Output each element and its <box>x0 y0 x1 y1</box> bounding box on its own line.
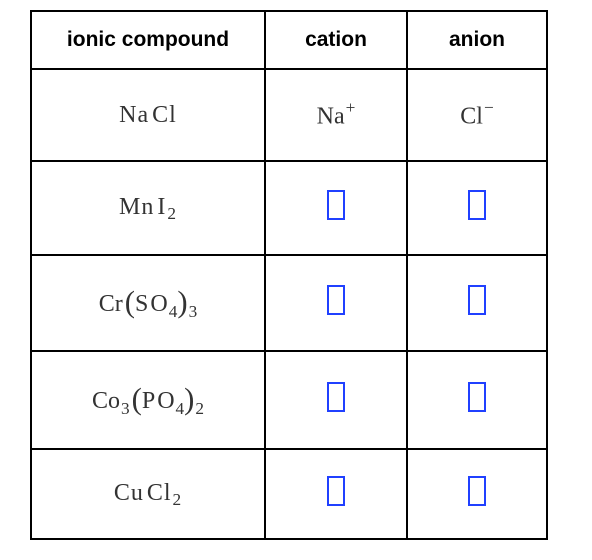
formula-cucl2: Cu Cl2 <box>114 481 182 509</box>
ionic-compound-table: ionic compound cation anion Na Cl Na+ Cl… <box>30 10 548 540</box>
answer-input[interactable] <box>327 285 345 315</box>
formula-co3po42: Co3 (P O4)2 <box>92 383 204 417</box>
table-row: Cu Cl2 <box>31 449 547 539</box>
cell-compound: Mn I2 <box>31 161 265 255</box>
header-cation: cation <box>265 11 407 69</box>
cell-anion <box>407 351 547 449</box>
answer-input[interactable] <box>327 476 345 506</box>
cell-compound: Co3 (P O4)2 <box>31 351 265 449</box>
cell-compound: Cr (S O4)3 <box>31 255 265 351</box>
header-row: ionic compound cation anion <box>31 11 547 69</box>
cell-cation <box>265 255 407 351</box>
table-row: Na Cl Na+ Cl− <box>31 69 547 161</box>
table-row: Mn I2 <box>31 161 547 255</box>
cell-cation <box>265 351 407 449</box>
formula-mni2: Mn I2 <box>119 195 177 223</box>
cell-compound: Cu Cl2 <box>31 449 265 539</box>
cell-cation: Na+ <box>265 69 407 161</box>
formula-na-plus: Na+ <box>317 99 356 129</box>
table-row: Cr (S O4)3 <box>31 255 547 351</box>
answer-input[interactable] <box>468 285 486 315</box>
formula-cl-minus: Cl− <box>460 99 493 129</box>
answer-input[interactable] <box>468 382 486 412</box>
cell-anion: Cl− <box>407 69 547 161</box>
cell-anion <box>407 255 547 351</box>
formula-nacl: Na Cl <box>119 103 177 127</box>
cell-cation <box>265 449 407 539</box>
formula-crso43: Cr (S O4)3 <box>99 286 197 320</box>
cell-anion <box>407 449 547 539</box>
header-compound: ionic compound <box>31 11 265 69</box>
cell-compound: Na Cl <box>31 69 265 161</box>
answer-input[interactable] <box>327 190 345 220</box>
answer-input[interactable] <box>327 382 345 412</box>
table-row: Co3 (P O4)2 <box>31 351 547 449</box>
cell-anion <box>407 161 547 255</box>
ionic-compound-table-container: ionic compound cation anion Na Cl Na+ Cl… <box>30 10 548 540</box>
answer-input[interactable] <box>468 190 486 220</box>
cell-cation <box>265 161 407 255</box>
answer-input[interactable] <box>468 476 486 506</box>
header-anion: anion <box>407 11 547 69</box>
